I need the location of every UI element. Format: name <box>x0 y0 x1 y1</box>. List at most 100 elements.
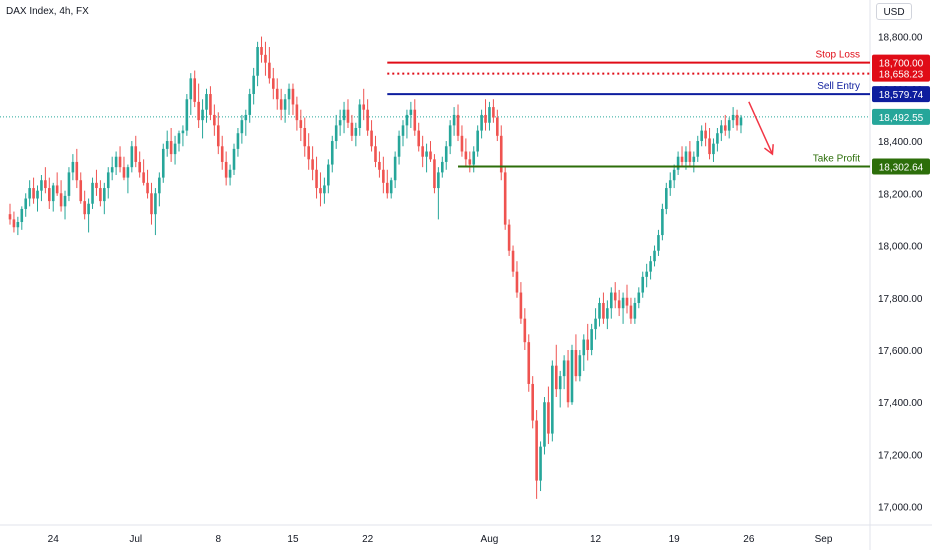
candle-body <box>295 104 299 121</box>
x-tick-label: 26 <box>743 534 755 545</box>
candle-body <box>59 193 63 207</box>
stop-loss-dotted-price-tag-text: 18,658.23 <box>879 70 924 81</box>
candle-body <box>252 75 255 95</box>
candle-body <box>201 109 204 121</box>
y-tick-label: 17,200.00 <box>878 450 923 461</box>
candle-body <box>36 190 39 199</box>
candle-body <box>554 365 558 390</box>
take-profit-price-tag-bg <box>872 158 930 175</box>
candle-body <box>44 180 47 189</box>
candle-body <box>83 201 86 215</box>
candle-body <box>264 54 267 63</box>
candle-body <box>67 172 71 196</box>
candle-body <box>672 169 676 181</box>
candle-body <box>625 297 629 306</box>
candle-body <box>20 208 24 223</box>
candle-body <box>476 130 479 152</box>
symbol-title[interactable]: DAX Index, 4h, FX <box>6 6 89 17</box>
candle-body <box>488 107 491 123</box>
candle-body <box>692 156 696 162</box>
candle-body <box>456 114 460 136</box>
candle-body <box>696 141 700 157</box>
candle-body <box>114 156 118 168</box>
candle-body <box>165 141 169 149</box>
candle-body <box>657 235 660 251</box>
candle-body <box>169 141 173 155</box>
candle-body <box>213 114 216 126</box>
x-tick-label: Jul <box>129 534 142 545</box>
candle-body <box>8 214 12 220</box>
candle-body <box>633 302 637 319</box>
candle-body <box>393 156 397 181</box>
candle-body <box>103 188 106 202</box>
candle-body <box>319 188 322 194</box>
candle-body <box>641 276 645 293</box>
candle-body <box>723 125 727 131</box>
candle-body <box>665 188 668 209</box>
candle-body <box>106 172 110 189</box>
x-tick-label: 19 <box>669 534 681 545</box>
stop-loss-label: Stop Loss <box>816 50 860 61</box>
candle-body <box>421 146 424 157</box>
candle-body <box>283 99 287 110</box>
candle-body <box>16 222 20 228</box>
candle-body <box>189 78 193 100</box>
candle-body <box>594 318 597 330</box>
candle-body <box>358 104 362 128</box>
candle-body <box>209 94 212 115</box>
candle-body <box>704 130 707 139</box>
candle-body <box>323 185 326 194</box>
candle-body <box>590 329 593 350</box>
x-tick-label: 15 <box>287 534 299 545</box>
candle-body <box>503 172 507 225</box>
candle-body <box>413 109 417 131</box>
candle-body <box>354 127 358 136</box>
candle-body <box>385 182 389 194</box>
candle-body <box>720 125 723 134</box>
candle-body <box>547 402 550 434</box>
candle-body <box>24 198 28 209</box>
candle-body <box>275 88 279 100</box>
stop-loss-price-tag: 18,700.00 <box>872 54 930 71</box>
candle-body <box>649 261 652 272</box>
candle-body <box>562 360 566 377</box>
candle-body <box>668 180 672 189</box>
candle-body <box>79 180 83 202</box>
candle-body <box>236 133 240 149</box>
candle-body <box>260 47 263 55</box>
candle-body <box>409 109 413 115</box>
candle-body <box>551 365 554 434</box>
last-price-tag-bg <box>872 108 930 125</box>
candle-body <box>311 159 314 170</box>
last-price-tag: 18,492.55 <box>872 108 930 125</box>
candle-body <box>433 159 436 189</box>
candle-body <box>437 172 440 189</box>
candle-body <box>142 172 145 183</box>
candle-body <box>232 148 236 170</box>
candle-body <box>727 120 731 131</box>
stop-loss-price-tag-text: 18,700.00 <box>879 59 924 70</box>
candle-body <box>48 188 51 202</box>
candle-body <box>492 107 495 118</box>
x-tick-label: 12 <box>590 534 602 545</box>
stop-loss-price-tag-bg <box>872 54 930 71</box>
candle-body <box>95 182 98 189</box>
candle-body <box>708 138 711 155</box>
candle-body <box>480 114 483 131</box>
candle-body <box>566 360 570 403</box>
candle-body <box>598 302 601 319</box>
candle-body <box>154 193 157 215</box>
candle-body <box>126 167 130 178</box>
candle-body <box>621 297 625 309</box>
candle-body <box>613 292 617 301</box>
candle-body <box>653 250 656 262</box>
candle-body <box>370 130 373 147</box>
candle-body <box>205 94 208 110</box>
candle-body <box>441 161 444 173</box>
candle-body <box>362 104 365 110</box>
currency-button[interactable]: USD <box>876 3 912 20</box>
x-tick-label: Aug <box>481 534 499 545</box>
candle-body <box>146 182 149 194</box>
